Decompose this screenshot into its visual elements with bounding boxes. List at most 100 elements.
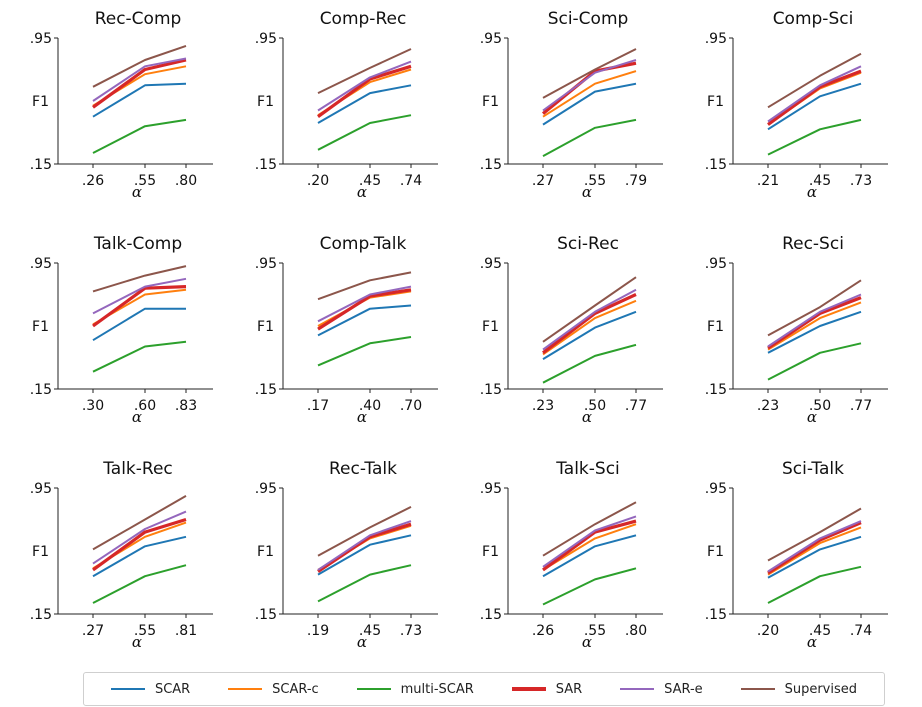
series-line-scar (92, 535, 187, 578)
y-axis-label: F1 (482, 94, 499, 110)
series-line-sar (541, 61, 637, 115)
series-line-supervised (767, 279, 862, 337)
panel-title: Sci-Comp (548, 9, 629, 29)
x-tick-label: .27 (82, 623, 104, 639)
legend-swatch-scar-c (228, 688, 263, 690)
series-line-supervised (92, 265, 187, 293)
series-line-sar (92, 517, 187, 572)
y-tick-label: .15 (30, 382, 52, 398)
legend-swatch-sar-e (620, 688, 655, 690)
legend-item-scar-c: SCAR-c (228, 682, 319, 697)
y-axis-label: F1 (707, 544, 724, 560)
panel-talk-sci: Talk-Sci .95 .15 F1 .26 .55 .80 α (480, 459, 663, 651)
series-line-multi-scar (542, 343, 637, 384)
series-line-sar-e (542, 288, 637, 351)
series-line-sar-e (542, 515, 637, 568)
y-axis-label: F1 (32, 94, 49, 110)
series-line-sar-e (92, 57, 187, 102)
series-line-scar-c (542, 523, 637, 571)
series-line-scar (542, 534, 637, 578)
y-axis-label: F1 (707, 94, 724, 110)
x-tick-label: .27 (532, 173, 554, 189)
panel-comp-sci: Comp-Sci .95 .15 F1 .21 .45 .73 α (705, 9, 888, 201)
series-line-sar-e (767, 293, 862, 348)
x-axis-label: α (132, 408, 142, 426)
x-axis-label: α (357, 183, 367, 201)
y-axis-label: F1 (32, 544, 49, 560)
series-line-scar (317, 304, 412, 337)
series-line-supervised (317, 506, 412, 557)
series-line-scar-c (767, 301, 862, 351)
series-line-supervised (92, 44, 187, 88)
x-tick-label: .45 (359, 173, 381, 189)
panel-title: Rec-Comp (95, 9, 182, 29)
x-tick-label: .74 (400, 173, 422, 189)
panel-sci-comp: Sci-Comp .95 .15 F1 .27 .55 .79 α (480, 9, 663, 201)
series-line-sar-e (317, 520, 412, 571)
x-tick-label: .19 (307, 623, 329, 639)
legend-item-sar-e: SAR-e (620, 682, 703, 697)
panel-talk-rec: Talk-Rec .95 .15 F1 .27 .55 .81 α (30, 459, 213, 651)
legend-item-sar: SAR (511, 682, 582, 697)
series-line-multi-scar (767, 565, 862, 604)
y-tick-label: .95 (30, 256, 52, 272)
series-line-sar (767, 296, 862, 350)
series-line-multi-scar (542, 118, 637, 157)
series-line-sar (767, 69, 862, 126)
series-line-sar-e (542, 59, 637, 112)
series-line-sar (317, 522, 412, 573)
panel-title: Comp-Rec (320, 9, 407, 29)
x-tick-label: .45 (359, 623, 381, 639)
x-tick-label: .74 (850, 623, 872, 639)
series-line-sar (92, 285, 187, 328)
legend-swatch-supervised (740, 688, 775, 690)
legend-label-scar-c: SCAR-c (272, 681, 319, 697)
x-axis-label: α (132, 633, 142, 651)
series-line-sar (767, 521, 862, 575)
y-axis-label: F1 (257, 544, 274, 560)
x-tick-label: .77 (850, 398, 872, 414)
y-tick-label: .95 (705, 256, 727, 272)
x-axis-label: α (807, 633, 817, 651)
y-tick-label: .95 (30, 481, 52, 497)
y-tick-label: .95 (255, 256, 277, 272)
x-tick-label: .73 (400, 623, 422, 639)
x-tick-label: .26 (82, 173, 104, 189)
y-tick-label: .15 (30, 157, 52, 173)
series-line-scar-c (542, 70, 637, 118)
series-line-supervised (92, 495, 187, 551)
x-axis-label: α (132, 183, 142, 201)
series-line-scar (767, 535, 862, 579)
panel-sci-talk: Sci-Talk .95 .15 F1 .20 .45 .74 α (705, 459, 888, 651)
series-line-sar (542, 519, 637, 572)
y-axis-label: F1 (482, 319, 499, 335)
y-axis-label: F1 (32, 319, 49, 335)
legend-swatch-sar (511, 687, 546, 691)
legend-label-supervised: Supervised (784, 681, 858, 697)
legend-label-sar-e: SAR-e (664, 681, 703, 697)
x-tick-label: .55 (134, 623, 156, 639)
series-line-sar-e (92, 277, 187, 315)
x-tick-label: .23 (757, 398, 779, 414)
series-line-multi-scar (542, 567, 637, 606)
x-tick-label: .21 (757, 173, 779, 189)
panel-comp-rec: Comp-Rec .95 .15 F1 .20 .45 .74 α (255, 9, 438, 201)
series-line-sar (317, 64, 412, 118)
y-axis-label: F1 (482, 544, 499, 560)
y-tick-label: .95 (255, 481, 277, 497)
series-line-sar (542, 293, 637, 355)
y-tick-label: .15 (705, 157, 727, 173)
panel-comp-talk: Comp-Talk .95 .15 F1 .17 .40 .70 α (255, 234, 438, 426)
panel-talk-comp: Talk-Comp .95 .15 F1 .30 .60 .83 α (30, 234, 213, 426)
x-tick-label: .73 (850, 173, 872, 189)
x-tick-label: .79 (625, 173, 647, 189)
y-tick-label: .95 (480, 256, 502, 272)
x-axis-label: α (807, 183, 817, 201)
panel-title: Comp-Talk (320, 234, 407, 254)
panel-rec-comp: Rec-Comp .95 .15 F1 .26 .55 .80 α (30, 9, 213, 201)
series-line-supervised (542, 276, 637, 343)
x-tick-label: .20 (307, 173, 329, 189)
series-line-sar-e (317, 60, 412, 112)
y-tick-label: .95 (30, 31, 52, 47)
x-axis-label: α (807, 408, 817, 426)
